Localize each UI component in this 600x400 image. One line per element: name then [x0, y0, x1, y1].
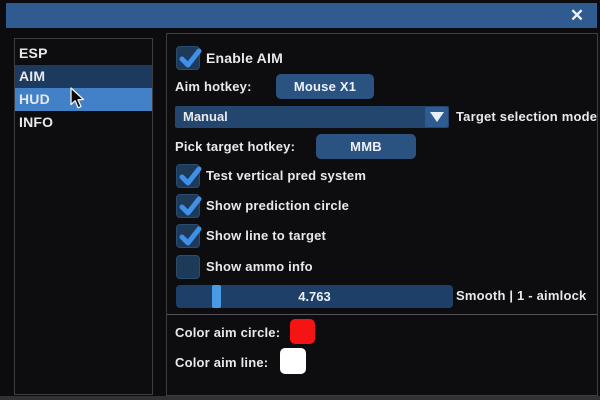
checkmark-icon: [179, 166, 202, 186]
color-aim-circle-label: Color aim circle:: [175, 325, 281, 340]
triangle-glyph: [429, 112, 444, 122]
sidebar-item-esp[interactable]: ESP: [19, 45, 48, 61]
show-ammo-info-checkbox[interactable]: [176, 255, 200, 279]
sidebar-item-info[interactable]: INFO: [19, 114, 54, 130]
close-icon[interactable]: ✕: [569, 6, 585, 25]
test-vertical-pred-checkbox[interactable]: [176, 164, 202, 188]
target-mode-dropdown[interactable]: Manual: [175, 106, 449, 128]
smooth-label: Smooth | 1 - aimlock: [456, 288, 587, 303]
section-divider: [167, 314, 597, 315]
show-prediction-circle-checkbox[interactable]: [176, 194, 202, 218]
target-mode-label: Target selection mode: [456, 109, 598, 124]
color-aim-line-label: Color aim line:: [175, 355, 269, 370]
checkmark-icon: [179, 226, 202, 246]
aim-hotkey-button[interactable]: Mouse X1: [276, 74, 374, 99]
checkmark-icon: [179, 196, 202, 216]
show-line-to-target-checkbox[interactable]: [176, 224, 202, 248]
show-prediction-circle-label: Show prediction circle: [206, 198, 350, 213]
aim-hotkey-label: Aim hotkey:: [175, 79, 252, 94]
sidebar-item-aim[interactable]: AIM: [15, 65, 152, 88]
smooth-slider[interactable]: 4.763: [176, 285, 453, 308]
color-aim-line-swatch[interactable]: [280, 348, 306, 374]
enable-aim-checkbox[interactable]: [176, 46, 202, 70]
checkmark-icon: [179, 48, 202, 68]
target-mode-value: Manual: [183, 109, 228, 124]
pick-target-button[interactable]: MMB: [316, 134, 416, 159]
test-vertical-pred-label: Test vertical pred system: [206, 168, 367, 183]
window-bottom-edge: [0, 396, 600, 400]
pick-target-label: Pick target hotkey:: [175, 139, 296, 154]
enable-aim-label: Enable AIM: [206, 50, 283, 66]
show-line-to-target-label: Show line to target: [206, 228, 327, 243]
color-aim-circle-swatch[interactable]: [290, 319, 315, 344]
aim-settings-panel: Enable AIM Aim hotkey: Mouse X1 Manual T…: [166, 33, 598, 396]
show-ammo-info-label: Show ammo info: [206, 259, 313, 274]
slider-value: 4.763: [298, 289, 331, 304]
chevron-down-icon[interactable]: [425, 107, 448, 127]
sidebar: ESP AIM HUD INFO: [14, 38, 153, 395]
slider-handle[interactable]: [212, 285, 221, 308]
title-bar: ✕: [6, 3, 597, 28]
mouse-cursor-icon: [70, 87, 85, 109]
